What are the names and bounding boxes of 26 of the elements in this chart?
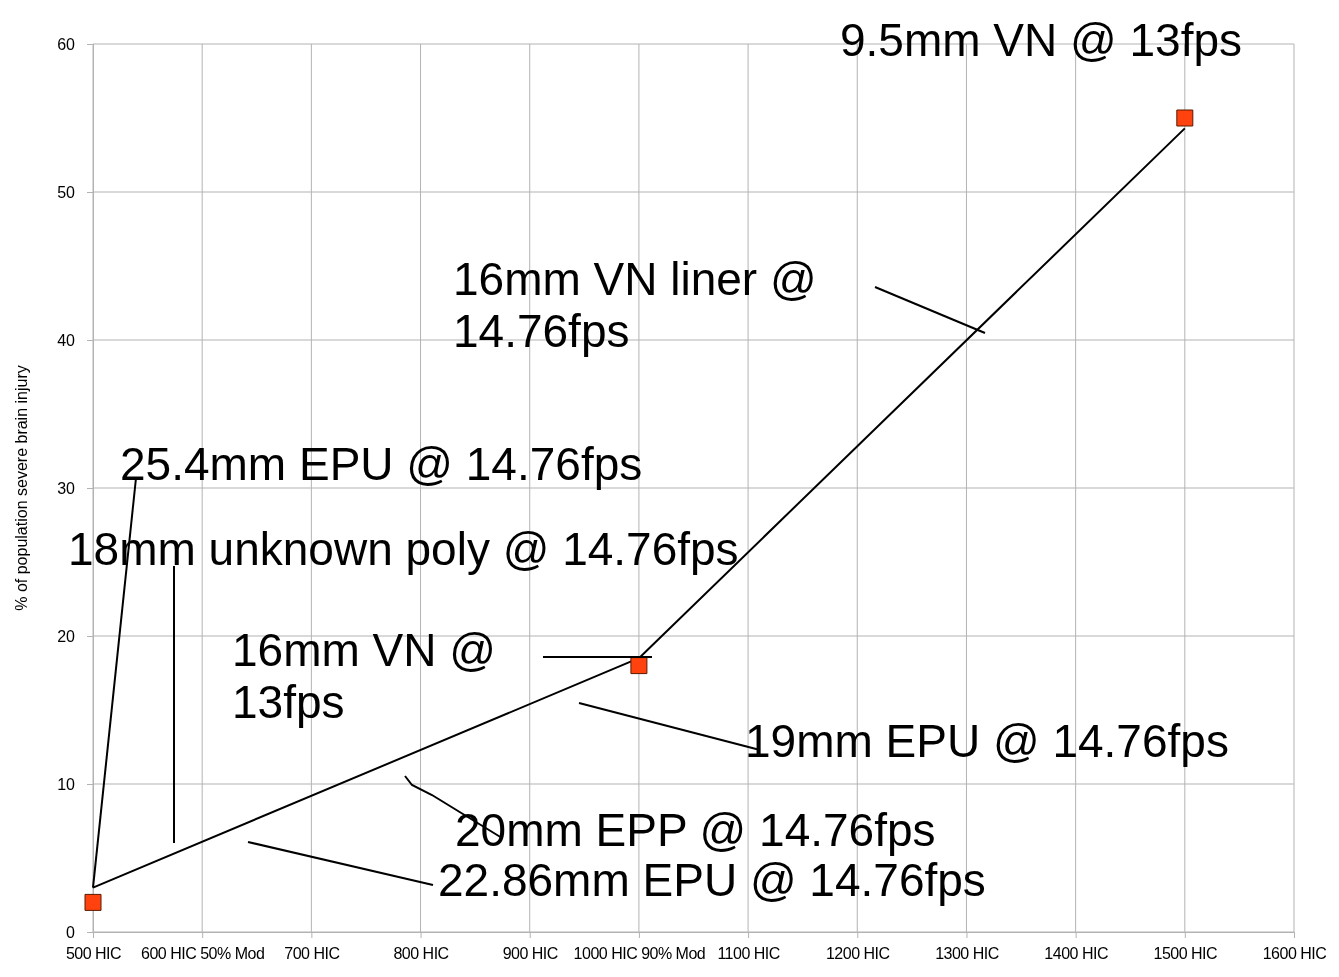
- x-tick-label: 700 HIC: [284, 945, 340, 963]
- x-tick-label: 1500 HIC: [1153, 945, 1218, 963]
- x-tick-label: 800 HIC: [393, 945, 449, 963]
- annotation: 20mm EPP @ 14.76fps: [455, 804, 936, 856]
- x-tick-label: 500 HIC: [65, 945, 122, 963]
- x-tick-label: 1300 HIC: [935, 945, 999, 963]
- annotation: 19mm EPU @ 14.76fps: [745, 715, 1229, 767]
- y-tick-label: 0: [66, 923, 76, 941]
- x-tick-label: 1600 HIC: [1262, 945, 1327, 963]
- x-tick-label: 1200 HIC: [825, 945, 890, 963]
- annotation: 9.5mm VN @ 13fps: [840, 14, 1243, 66]
- x-tick-label: 1000 HIC 90% Mod: [573, 945, 706, 963]
- y-tick-label: 40: [57, 331, 76, 349]
- y-axis-title: % of population severe brain injury: [13, 365, 30, 611]
- annotation: 25.4mm EPU @ 14.76fps: [120, 438, 643, 490]
- x-tick-label: 1400 HIC: [1044, 945, 1108, 963]
- x-tick-label: 1100 HIC: [717, 945, 780, 963]
- y-tick-label: 10: [57, 775, 76, 793]
- annotation: 16mm VN liner @ 14.76fps: [453, 253, 817, 357]
- y-tick-label: 20: [57, 627, 76, 645]
- x-tick-label: 600 HIC 50% Mod: [141, 945, 265, 963]
- y-tick-label: 60: [57, 35, 76, 53]
- x-tick-label: 900 HIC: [502, 945, 558, 963]
- y-tick-label: 50: [57, 183, 76, 201]
- annotation: 16mm VN @ 13fps: [232, 624, 496, 728]
- y-tick-label: 30: [57, 479, 76, 497]
